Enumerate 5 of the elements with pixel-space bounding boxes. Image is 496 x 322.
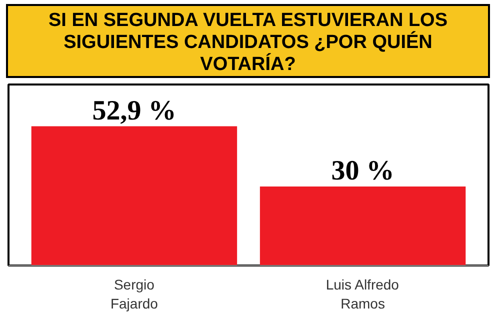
data-label: 30 % xyxy=(331,156,394,187)
x-tick-label: Luis Alfredo Ramos xyxy=(326,276,400,312)
data-label: 52,9 % xyxy=(92,95,176,126)
x-tick-label: Sergio Fajardo xyxy=(110,276,158,312)
chart-title: SI EN SEGUNDA VUELTA ESTUVIERAN LOS SIGUIENTES CANDIDATOS ¿POR QUIÉN VOTARÍA? xyxy=(48,10,448,76)
